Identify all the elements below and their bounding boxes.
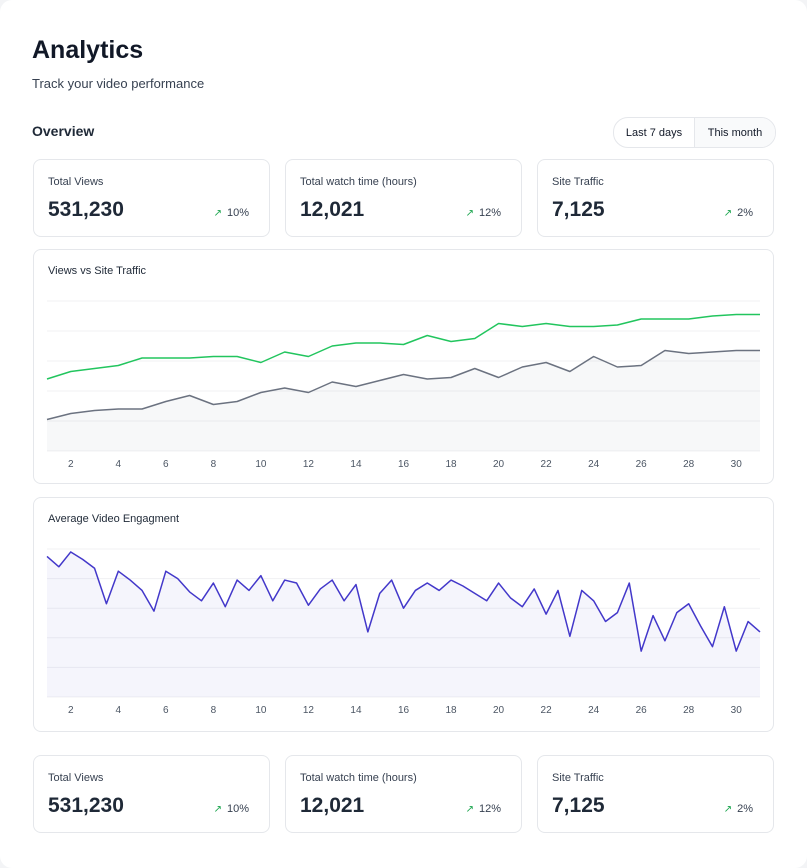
- x-tick-label: 2: [68, 459, 74, 470]
- stat-card: Site Traffic 7,125 ↗ 2%: [537, 159, 774, 237]
- x-tick-label: 4: [116, 459, 122, 470]
- x-tick-label: 16: [398, 459, 410, 470]
- change-value: 12%: [478, 803, 501, 815]
- page-title: Analytics: [32, 36, 144, 64]
- x-tick-label: 24: [588, 705, 600, 716]
- stat-label: Site Traffic: [552, 176, 604, 188]
- x-tick-label: 4: [116, 705, 122, 716]
- change-value: 12%: [478, 207, 501, 219]
- stat-change: ↗ 2%: [724, 803, 753, 815]
- x-tick-label: 10: [255, 459, 267, 470]
- section-title: Overview: [32, 123, 95, 139]
- chart: 2 4 6 8 10 12 14 16 18 20 22 24 26 28 30: [46, 300, 760, 470]
- x-tick-label: 18: [445, 705, 457, 716]
- x-tick-label: 30: [731, 459, 743, 470]
- x-tick-label: 12: [303, 705, 315, 716]
- stat-card: Total Views 531,230 ↗ 10%: [33, 159, 270, 237]
- trend-icon: ↗: [723, 804, 733, 815]
- stat-change: ↗ 12%: [466, 803, 501, 815]
- tab[interactable]: This month: [695, 118, 775, 147]
- tab-group: Last 7 days This month: [613, 117, 776, 148]
- x-tick-label: 22: [541, 459, 553, 470]
- x-tick-label: 14: [350, 459, 362, 470]
- trend-icon: ↗: [465, 208, 474, 219]
- trend-icon: ↗: [213, 804, 222, 815]
- chart-card: Views vs Site Traffic 2 4 6 8 10 12 14 16 18 20 22 2…: [33, 249, 774, 484]
- chart-card: Average Video Engagment 2 4 6 8 10 12 14 16 18 20 2…: [33, 497, 774, 732]
- chart-title: Average Video Engagment: [48, 513, 180, 525]
- change-value: 2%: [737, 803, 753, 815]
- stat-value: 7,125: [552, 198, 605, 221]
- area: [47, 551, 760, 697]
- stat-value: 7,125: [552, 794, 605, 817]
- x-tick-label: 8: [211, 459, 217, 470]
- stat-label: Site Traffic: [552, 772, 604, 784]
- stat-label: Total watch time (hours): [300, 176, 417, 188]
- stat-change: ↗ 10%: [214, 803, 249, 815]
- x-tick-label: 8: [211, 705, 217, 716]
- trend-icon: ↗: [723, 208, 733, 219]
- x-tick-label: 6: [163, 459, 169, 470]
- stat-change: ↗ 12%: [466, 207, 501, 219]
- line: [46, 313, 760, 380]
- line: [46, 551, 761, 652]
- x-tick-label: 22: [541, 705, 553, 716]
- change-value: 2%: [737, 207, 753, 219]
- change-value: 10%: [226, 207, 249, 219]
- chart: 2 4 6 8 10 12 14 16 18 20 22 24 26 28 30: [46, 548, 761, 716]
- x-tick-label: 6: [163, 705, 169, 716]
- x-tick-label: 28: [683, 459, 695, 470]
- tab[interactable]: Last 7 days: [614, 118, 695, 147]
- x-tick-label: 12: [303, 459, 315, 470]
- change-value: 10%: [226, 803, 249, 815]
- stat-label: Total watch time (hours): [300, 772, 417, 784]
- x-tick-label: 26: [636, 705, 648, 716]
- stat-value: 531,230: [48, 198, 124, 221]
- x-tick-label: 10: [255, 705, 267, 716]
- x-tick-label: 20: [493, 705, 505, 716]
- stat-label: Total Views: [48, 176, 104, 188]
- x-tick-label: 16: [398, 705, 410, 716]
- chart-title: Views vs Site Traffic: [48, 265, 147, 277]
- stat-card: Total watch time (hours) 12,021 ↗ 12%: [285, 755, 522, 833]
- stat-change: ↗ 10%: [214, 207, 249, 219]
- x-tick-label: 14: [350, 705, 362, 716]
- area: [47, 350, 760, 451]
- stat-value: 531,230: [48, 794, 124, 817]
- stat-value: 12,021: [300, 198, 365, 221]
- x-tick-label: 18: [445, 459, 457, 470]
- trend-icon: ↗: [213, 208, 222, 219]
- line: [46, 349, 760, 421]
- x-tick-label: 2: [68, 705, 74, 716]
- trend-icon: ↗: [465, 804, 474, 815]
- stat-card: Total watch time (hours) 12,021 ↗ 12%: [285, 159, 522, 237]
- x-tick-label: 20: [493, 459, 505, 470]
- stat-label: Total Views: [48, 772, 104, 784]
- stat-card: Total Views 531,230 ↗ 10%: [33, 755, 270, 833]
- subtitle: Track your video performance: [32, 76, 205, 91]
- stat-value: 12,021: [300, 794, 365, 817]
- x-tick-label: 28: [683, 705, 695, 716]
- stat-card: Site Traffic 7,125 ↗ 2%: [537, 755, 774, 833]
- x-tick-label: 26: [636, 459, 648, 470]
- stat-change: ↗ 2%: [724, 207, 753, 219]
- x-tick-label: 30: [731, 705, 743, 716]
- x-tick-label: 24: [588, 459, 600, 470]
